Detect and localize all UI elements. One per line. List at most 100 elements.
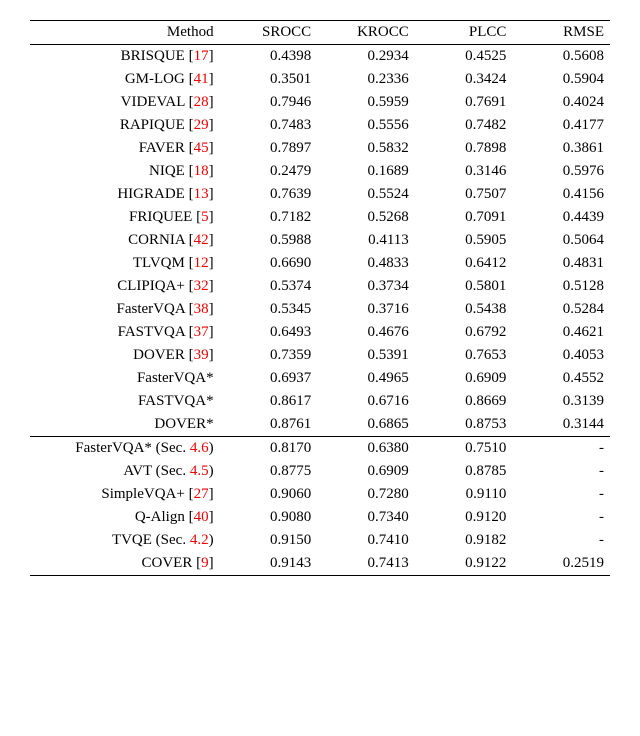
method-label: CLIPIQA+ <box>117 278 185 294</box>
value-cell: 0.4965 <box>317 367 415 390</box>
value-cell: 0.7413 <box>317 552 415 576</box>
method-cell: GM-LOG [41] <box>30 68 220 91</box>
value-cell: 0.8785 <box>415 460 513 483</box>
value-cell: 0.7182 <box>220 206 318 229</box>
method-cell: FasterVQA* <box>30 367 220 390</box>
value-cell: 0.6716 <box>317 390 415 413</box>
citation-number: 29 <box>194 117 209 133</box>
value-cell: 0.7340 <box>317 506 415 529</box>
value-cell: 0.7510 <box>415 437 513 461</box>
citation-number: 27 <box>194 486 209 502</box>
table-row: TLVQM [12]0.66900.48330.64120.4831 <box>30 252 610 275</box>
value-cell: 0.7482 <box>415 114 513 137</box>
value-cell: 0.9120 <box>415 506 513 529</box>
table-row: FASTVQA*0.86170.67160.86690.3139 <box>30 390 610 413</box>
value-cell: 0.5128 <box>512 275 610 298</box>
value-cell: 0.5284 <box>512 298 610 321</box>
value-cell: 0.3861 <box>512 137 610 160</box>
method-label: FAVER <box>139 140 185 156</box>
table-row: DOVER [39]0.73590.53910.76530.4053 <box>30 344 610 367</box>
value-cell: 0.3501 <box>220 68 318 91</box>
method-cell: FasterVQA [38] <box>30 298 220 321</box>
table-row: FRIQUEE [5]0.71820.52680.70910.4439 <box>30 206 610 229</box>
method-cell: FASTVQA* <box>30 390 220 413</box>
value-cell: 0.5391 <box>317 344 415 367</box>
value-cell: 0.5976 <box>512 160 610 183</box>
value-cell: 0.1689 <box>317 160 415 183</box>
value-cell: 0.8753 <box>415 413 513 437</box>
value-cell: 0.4156 <box>512 183 610 206</box>
value-cell: 0.5438 <box>415 298 513 321</box>
value-cell: 0.5374 <box>220 275 318 298</box>
value-cell: 0.4831 <box>512 252 610 275</box>
method-label: AVT (Sec. <box>123 463 190 479</box>
table-row: TVQE (Sec. 4.2)0.91500.74100.9182- <box>30 529 610 552</box>
value-cell: 0.3424 <box>415 68 513 91</box>
value-cell: 0.7507 <box>415 183 513 206</box>
value-cell: 0.6412 <box>415 252 513 275</box>
method-label: BRISQUE <box>121 48 185 64</box>
citation-number: 32 <box>194 278 209 294</box>
method-cell: DOVER* <box>30 413 220 437</box>
table-row: SimpleVQA+ [27]0.90600.72800.9110- <box>30 483 610 506</box>
section-ref: 4.6 <box>190 440 209 456</box>
value-cell: 0.2934 <box>317 45 415 69</box>
method-label: VIDEVAL <box>121 94 185 110</box>
method-cell: Q-Align [40] <box>30 506 220 529</box>
method-label: FasterVQA* (Sec. <box>75 440 190 456</box>
method-cell: AVT (Sec. 4.5) <box>30 460 220 483</box>
section-close: ) <box>209 463 214 479</box>
method-label: FasterVQA* <box>137 370 214 386</box>
citation-number: 42 <box>194 232 209 248</box>
col-method: Method <box>30 21 220 45</box>
value-cell: 0.6380 <box>317 437 415 461</box>
value-cell: 0.5801 <box>415 275 513 298</box>
value-cell: 0.2519 <box>512 552 610 576</box>
method-label: DOVER <box>133 347 185 363</box>
value-cell: 0.3146 <box>415 160 513 183</box>
value-cell: 0.7897 <box>220 137 318 160</box>
value-cell: 0.7280 <box>317 483 415 506</box>
value-cell: 0.6865 <box>317 413 415 437</box>
value-cell: 0.6937 <box>220 367 318 390</box>
citation-number: 39 <box>194 347 209 363</box>
table-row: FAVER [45]0.78970.58320.78980.3861 <box>30 137 610 160</box>
value-cell: 0.7691 <box>415 91 513 114</box>
col-krocc: KROCC <box>317 21 415 45</box>
citation-number: 37 <box>194 324 209 340</box>
value-cell: 0.6792 <box>415 321 513 344</box>
method-cell: SimpleVQA+ [27] <box>30 483 220 506</box>
section-close: ) <box>209 532 214 548</box>
method-label: TVQE (Sec. <box>112 532 190 548</box>
method-label: GM-LOG <box>125 71 185 87</box>
section-close: ) <box>209 440 214 456</box>
value-cell: 0.7653 <box>415 344 513 367</box>
method-cell: TLVQM [12] <box>30 252 220 275</box>
value-cell: 0.8775 <box>220 460 318 483</box>
value-cell: - <box>512 437 610 461</box>
value-cell: 0.5556 <box>317 114 415 137</box>
method-cell: NIQE [18] <box>30 160 220 183</box>
table-row: NIQE [18]0.24790.16890.31460.5976 <box>30 160 610 183</box>
table-row: VIDEVAL [28]0.79460.59590.76910.4024 <box>30 91 610 114</box>
table-row: FasterVQA [38]0.53450.37160.54380.5284 <box>30 298 610 321</box>
value-cell: 0.4552 <box>512 367 610 390</box>
value-cell: 0.4833 <box>317 252 415 275</box>
method-label: NIQE <box>149 163 185 179</box>
table-row: GM-LOG [41]0.35010.23360.34240.5904 <box>30 68 610 91</box>
value-cell: 0.3144 <box>512 413 610 437</box>
citation-number: 9 <box>201 555 209 571</box>
method-label: TLVQM <box>133 255 185 271</box>
value-cell: 0.3716 <box>317 298 415 321</box>
table-row: HIGRADE [13]0.76390.55240.75070.4156 <box>30 183 610 206</box>
method-cell: FAVER [45] <box>30 137 220 160</box>
method-label: FRIQUEE <box>129 209 192 225</box>
value-cell: 0.4113 <box>317 229 415 252</box>
value-cell: 0.9080 <box>220 506 318 529</box>
method-cell: DOVER [39] <box>30 344 220 367</box>
table-row: Q-Align [40]0.90800.73400.9120- <box>30 506 610 529</box>
value-cell: 0.9182 <box>415 529 513 552</box>
value-cell: 0.5988 <box>220 229 318 252</box>
value-cell: 0.9150 <box>220 529 318 552</box>
results-table: Method SROCC KROCC PLCC RMSE BRISQUE [17… <box>30 20 610 576</box>
